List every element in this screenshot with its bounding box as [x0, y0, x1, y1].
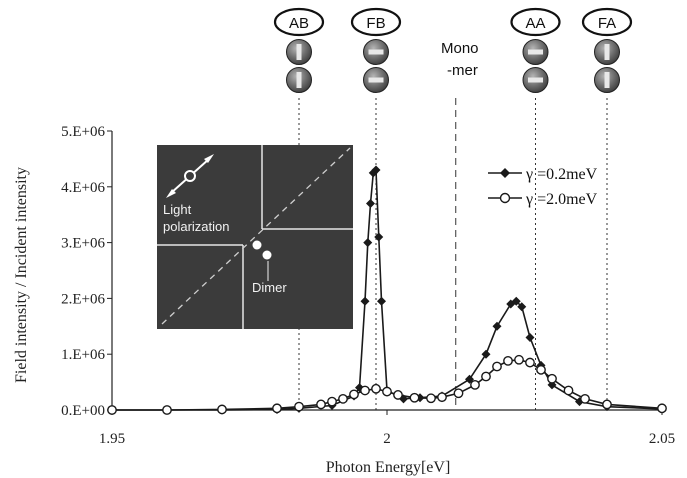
data-point	[366, 199, 375, 209]
data-point	[492, 321, 502, 331]
data-point	[511, 296, 521, 306]
data-point	[492, 361, 502, 372]
data-point	[503, 355, 513, 366]
data-point	[371, 165, 381, 175]
data-point	[371, 383, 381, 394]
data-point	[338, 393, 348, 404]
data-point	[536, 364, 546, 375]
data-point	[514, 354, 524, 365]
mode-label-text: FA	[598, 15, 616, 32]
mode-icon-aa: AA	[510, 7, 561, 93]
series-2	[107, 354, 667, 415]
mode-label-oval	[350, 7, 402, 37]
data-point	[563, 385, 574, 396]
data-point	[580, 393, 590, 404]
data-point	[426, 393, 436, 404]
data-point	[107, 405, 117, 415]
polarization-bar	[604, 72, 610, 88]
inset-diagonal	[161, 147, 351, 325]
data-point	[377, 296, 386, 306]
data-point	[525, 357, 535, 368]
polarization-bar	[368, 77, 384, 83]
polarization-arrow-head	[166, 189, 176, 198]
data-point	[316, 399, 326, 410]
legend-marker	[500, 168, 510, 178]
polarization-bar	[296, 44, 302, 60]
dimer-particle	[252, 240, 262, 250]
legend-label: γ =0.2meV	[525, 166, 598, 183]
x-axis-title: Photon Energy[eV]	[326, 459, 451, 476]
tick-labels: 0.E+00 1.E+06 2.E+06 3.E+06 4.E+06 5.E+06 1.95…	[61, 124, 675, 447]
mode-icon-ab: AB	[273, 7, 325, 93]
x-tick-label: 2	[383, 431, 391, 447]
polarization-bar	[296, 72, 302, 88]
data-point	[294, 401, 304, 412]
data-point	[470, 379, 480, 390]
data-point	[525, 332, 535, 342]
mode-label-text: FB	[366, 15, 385, 32]
data-point	[437, 392, 447, 403]
polarization-marker	[184, 170, 196, 182]
polarization-arrow-head	[204, 154, 214, 163]
mode-icon-fa: FA	[581, 7, 633, 93]
series-group	[107, 165, 667, 415]
inset-image: Light polarization Dimer	[157, 145, 353, 329]
dimer-particle	[262, 250, 272, 260]
inset-label-polarization: polarization	[163, 219, 230, 234]
data-point	[453, 388, 464, 399]
data-point	[272, 403, 282, 414]
polarization-bar	[604, 44, 610, 60]
y-tick-label: 1.E+06	[61, 347, 105, 363]
data-point	[162, 405, 172, 415]
monomer-label-line1: Mono	[441, 40, 479, 57]
data-point	[409, 392, 420, 403]
data-point	[382, 386, 392, 397]
y-tick-label: 4.E+06	[61, 180, 105, 196]
polarization-bar	[368, 49, 384, 55]
mode-label-oval	[273, 7, 325, 37]
mode-label-text: AB	[289, 15, 309, 32]
data-point	[481, 371, 491, 382]
y-tick-label: 5.E+06	[61, 124, 105, 140]
inset-label-dimer: Dimer	[252, 280, 287, 295]
data-point	[360, 385, 370, 396]
y-tick-label: 3.E+06	[61, 236, 105, 252]
inset-label-light: Light	[163, 202, 192, 217]
polarization-bar	[528, 77, 543, 83]
data-point	[374, 232, 384, 242]
x-tick-label: 2.05	[649, 431, 675, 447]
data-point	[349, 389, 359, 400]
legend-marker	[499, 192, 511, 204]
data-point	[360, 296, 370, 306]
data-point	[393, 390, 403, 400]
y-axis-title: Field intensity / Incident intensity	[13, 167, 30, 383]
data-point	[547, 373, 557, 384]
mode-label-oval	[510, 7, 561, 37]
data-point	[657, 403, 667, 414]
y-tick-label: 0.E+00	[61, 403, 105, 419]
data-point	[217, 404, 227, 415]
mode-icons: AB FB AA FA Mono -mer	[273, 7, 633, 93]
legend: γ =0.2meV γ =2.0meV	[488, 166, 598, 208]
legend-label: γ =2.0meV	[525, 191, 598, 208]
data-point	[327, 396, 337, 407]
x-tick-label: 1.95	[99, 431, 125, 447]
mode-label-oval	[581, 7, 633, 37]
data-point	[602, 399, 612, 410]
data-point	[481, 349, 491, 359]
y-tick-label: 2.E+06	[61, 291, 105, 307]
mode-label-text: AA	[525, 15, 545, 32]
data-point	[517, 302, 527, 312]
data-point	[363, 238, 373, 248]
mode-icon-fb: FB	[350, 7, 402, 93]
polarization-bar	[528, 49, 543, 55]
monomer-label-line2: -mer	[447, 62, 478, 79]
